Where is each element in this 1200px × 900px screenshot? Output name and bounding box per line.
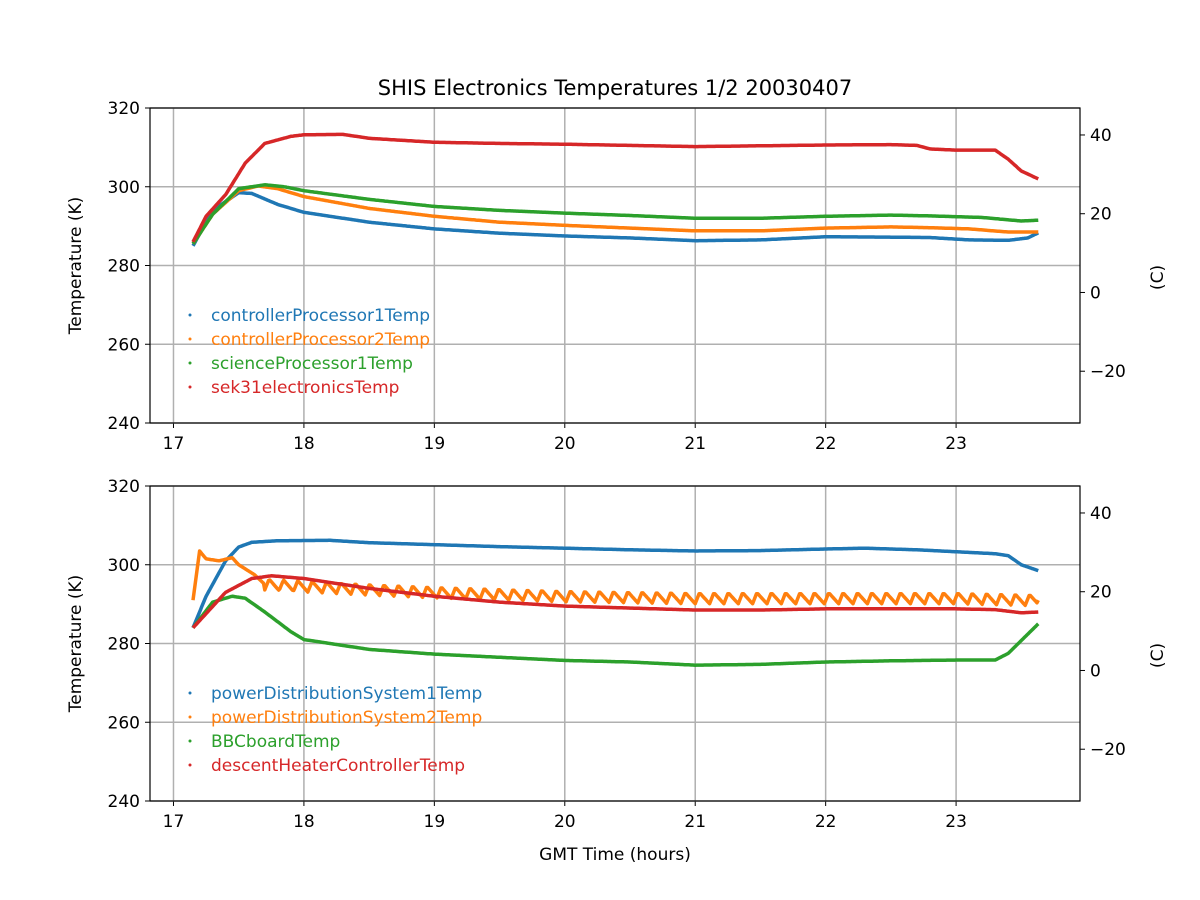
axes-frame xyxy=(149,485,1081,802)
y2-tick-label: 20 xyxy=(1090,583,1112,603)
series-line-scienceProcessor1Temp xyxy=(191,183,1039,245)
y2-tick-label: 40 xyxy=(1090,126,1112,146)
y2-tick-label: 40 xyxy=(1090,504,1112,524)
y-tick-label: 280 xyxy=(108,635,140,655)
series-line-descentHeaterControllerTemp xyxy=(191,574,1039,629)
y2-axis-label: (C) xyxy=(1148,643,1168,668)
y-tick-label: 320 xyxy=(108,477,140,497)
legend-label: descentHeaterControllerTemp xyxy=(211,756,465,776)
x-tick-label: 17 xyxy=(163,812,185,832)
series-line-powerDistributionSystem1Temp xyxy=(191,538,1039,629)
legend-label: scienceProcessor1Temp xyxy=(211,354,413,374)
x-tick-label: 19 xyxy=(424,434,446,454)
legend-marker xyxy=(188,361,192,365)
x-tick-label: 22 xyxy=(815,434,837,454)
series-line-controllerProcessor2Temp xyxy=(191,184,1039,245)
y2-tick-label: 0 xyxy=(1090,661,1101,681)
y-tick-label: 260 xyxy=(108,713,140,733)
y2-tick-label: −20 xyxy=(1090,740,1126,760)
y-tick-label: 320 xyxy=(108,99,140,119)
legend-label: sek31electronicsTemp xyxy=(211,378,399,398)
series-line-sek31electronicsTemp xyxy=(191,132,1039,243)
x-tick-label: 21 xyxy=(684,434,706,454)
chart-title: SHIS Electronics Temperatures 1/2 200304… xyxy=(378,76,852,100)
legend-marker xyxy=(188,763,192,767)
x-tick-label: 23 xyxy=(945,812,967,832)
series-line-BBCboardTemp xyxy=(191,594,1040,667)
legend-marker xyxy=(188,337,192,341)
y2-tick-label: 20 xyxy=(1090,205,1112,225)
legend-marker xyxy=(188,691,192,695)
legend-marker xyxy=(188,715,192,719)
x-tick-label: 18 xyxy=(293,812,315,832)
x-tick-label: 18 xyxy=(293,434,315,454)
y-tick-label: 280 xyxy=(108,257,140,277)
y-axis-label: Temperature (K) xyxy=(66,197,86,336)
y-tick-label: 260 xyxy=(108,335,140,355)
legend-marker xyxy=(188,385,192,389)
legend-label: controllerProcessor2Temp xyxy=(211,330,430,350)
x-tick-label: 19 xyxy=(424,812,446,832)
x-tick-label: 22 xyxy=(815,812,837,832)
legend-label: powerDistributionSystem2Temp xyxy=(211,708,482,728)
legend-marker xyxy=(188,313,192,317)
series-line-powerDistributionSystem2Temp xyxy=(191,549,1040,608)
series-line-controllerProcessor1Temp xyxy=(191,190,1040,247)
y-tick-label: 300 xyxy=(108,556,140,576)
legend-label: BBCboardTemp xyxy=(211,732,340,752)
legend-marker xyxy=(188,739,192,743)
y2-tick-label: −20 xyxy=(1090,362,1126,382)
legend-label: controllerProcessor1Temp xyxy=(211,306,430,326)
y2-tick-label: 0 xyxy=(1090,283,1101,303)
y-tick-label: 240 xyxy=(108,414,140,434)
y-tick-label: 300 xyxy=(108,178,140,198)
x-tick-label: 23 xyxy=(945,434,967,454)
legend-label: powerDistributionSystem1Temp xyxy=(211,684,482,704)
top-axes: 17 18 19 20 21 22 23 240 260 280 300 320 −20 0 20 40 con… xyxy=(66,99,1168,454)
x-tick-label: 21 xyxy=(684,812,706,832)
x-tick-label: 17 xyxy=(163,434,185,454)
y-tick-label: 240 xyxy=(108,792,140,812)
y-axis-label: Temperature (K) xyxy=(66,575,86,714)
axes-frame xyxy=(149,107,1081,424)
x-tick-label: 20 xyxy=(554,434,576,454)
x-tick-label: 20 xyxy=(554,812,576,832)
x-axis-label: GMT Time (hours) xyxy=(539,845,691,865)
y2-axis-label: (C) xyxy=(1148,265,1168,290)
bottom-axes: 17 18 19 20 21 22 23 240 260 280 300 320 −20 0 20 40 pow… xyxy=(66,477,1168,832)
